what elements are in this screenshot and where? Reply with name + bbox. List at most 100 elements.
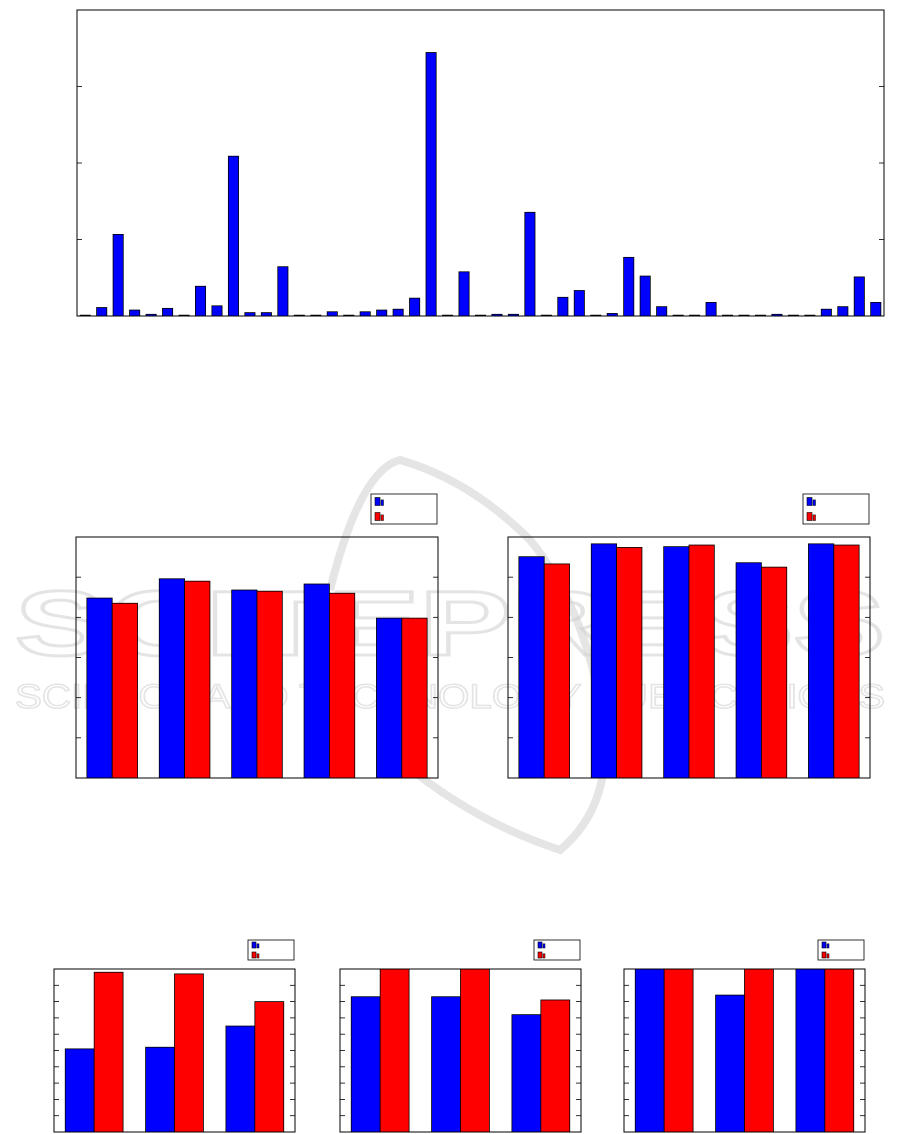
chart-5	[339, 939, 582, 1133]
bar-s1-3	[663, 546, 690, 779]
bar-s1-19	[376, 309, 388, 317]
bar-s1-4	[303, 583, 330, 779]
bar-s1-48	[853, 276, 865, 317]
legend-swatch-mini-1	[380, 499, 384, 506]
legend-swatch-mini-1	[812, 499, 816, 506]
chart-6	[623, 939, 866, 1133]
legend-swatch-1	[374, 497, 381, 506]
bar-s2-3	[256, 590, 283, 779]
bar-s1-4	[735, 562, 762, 779]
legend	[370, 493, 438, 525]
bar-s2-1	[93, 971, 124, 1133]
legend-swatch-mini-1	[256, 943, 260, 949]
bar-s2-1	[663, 968, 694, 1133]
bar-s1-1	[86, 597, 113, 779]
bar-s1-10	[227, 155, 239, 317]
bar-s1-1	[350, 996, 381, 1133]
bar-s1-49	[870, 301, 882, 317]
bar-s1-35	[639, 275, 651, 317]
legend	[533, 939, 581, 961]
bar-s1-24	[458, 271, 470, 317]
legend-swatch-mini-1	[826, 943, 830, 949]
bar-s1-2	[158, 578, 185, 779]
bar-s1-9	[211, 305, 223, 317]
bar-s1-31	[573, 290, 585, 317]
bar-s1-2	[715, 994, 745, 1133]
bar-s2-4	[761, 566, 788, 779]
legend-swatch-mini-1	[542, 943, 546, 949]
bar-s1-3	[795, 968, 826, 1133]
legend-swatch-2	[806, 512, 813, 521]
legend-swatch-mini-2	[812, 514, 816, 521]
legend-swatch-1	[537, 941, 543, 949]
bar-s1-16	[326, 311, 338, 317]
legend-swatch-1	[821, 941, 827, 949]
legend-swatch-mini-2	[256, 953, 260, 959]
chart-1	[76, 9, 885, 317]
bar-s1-21	[409, 297, 421, 317]
legend-box	[247, 939, 295, 961]
watermark-swoosh	[326, 455, 609, 855]
bar-s1-2	[145, 1046, 175, 1133]
bar-s2-3	[254, 1001, 285, 1133]
bar-s2-2	[460, 968, 490, 1133]
charts-layer	[53, 9, 885, 1133]
bar-s2-2	[174, 973, 204, 1133]
bar-s1-2	[431, 996, 461, 1133]
bar-s1-5	[376, 617, 403, 779]
bar-s1-13	[277, 266, 289, 317]
bar-s2-3	[540, 999, 571, 1133]
bar-s2-1	[111, 602, 138, 779]
bar-s1-1	[64, 1048, 95, 1133]
bar-s1-2	[96, 307, 108, 317]
legend-swatch-2	[537, 951, 543, 959]
bar-s2-2	[744, 968, 774, 1133]
bar-s1-11	[244, 312, 256, 317]
legend-box	[817, 939, 865, 961]
bar-s1-39	[705, 301, 717, 317]
bar-s1-1	[518, 556, 545, 779]
bar-s2-5	[833, 544, 860, 779]
legend	[247, 939, 295, 961]
bar-s1-1	[634, 968, 665, 1133]
bar-s1-28	[524, 211, 536, 317]
bar-s2-4	[328, 592, 356, 779]
legend-swatch-2	[374, 512, 381, 521]
bar-s1-18	[359, 311, 371, 317]
bar-s1-34	[623, 256, 635, 317]
legend-swatch-1	[806, 497, 813, 506]
bar-s1-4	[129, 309, 141, 317]
legend	[817, 939, 865, 961]
bar-s2-3	[688, 544, 715, 779]
bar-s1-3	[231, 589, 258, 779]
legend-swatch-2	[821, 951, 827, 959]
bar-s2-2	[184, 580, 211, 779]
bar-s2-2	[616, 547, 643, 779]
bar-s2-1	[543, 563, 570, 779]
bar-s1-20	[392, 308, 404, 317]
bar-s2-3	[824, 968, 855, 1133]
bar-s1-6	[162, 307, 174, 317]
legend-box	[533, 939, 581, 961]
bar-s1-3	[225, 1025, 256, 1133]
bar-s1-5	[808, 543, 835, 779]
chart-4	[53, 939, 296, 1133]
legend-swatch-1	[251, 941, 257, 949]
bar-s1-2	[590, 543, 618, 779]
bar-s1-36	[656, 306, 668, 317]
bar-s2-1	[379, 968, 410, 1133]
chart-3	[507, 493, 871, 779]
legend-swatch-mini-2	[380, 514, 384, 521]
legend-swatch-mini-2	[542, 953, 546, 959]
bar-s1-30	[557, 296, 569, 317]
chart-2	[75, 493, 439, 779]
legend-swatch-2	[251, 951, 257, 959]
bar-s1-46	[820, 308, 832, 317]
bar-s2-5	[401, 617, 428, 779]
plot-frame	[76, 9, 885, 317]
bar-s1-3	[112, 233, 124, 317]
bar-s1-47	[837, 306, 849, 317]
bar-s1-12	[260, 312, 272, 317]
bar-s1-3	[511, 1014, 542, 1133]
